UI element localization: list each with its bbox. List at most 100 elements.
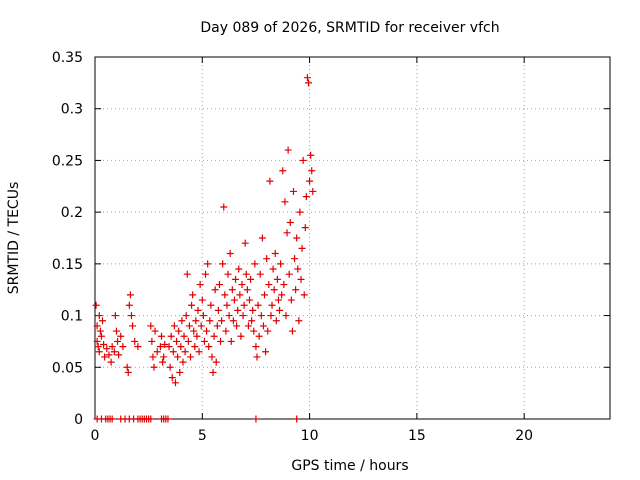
data-point bbox=[192, 317, 200, 325]
data-point bbox=[230, 296, 238, 304]
data-point bbox=[220, 203, 228, 211]
data-point bbox=[189, 291, 197, 299]
data-point bbox=[126, 291, 134, 299]
data-point bbox=[293, 415, 301, 423]
data-point bbox=[265, 281, 273, 289]
data-point bbox=[101, 353, 109, 361]
data-point bbox=[124, 368, 132, 376]
data-point bbox=[300, 291, 308, 299]
data-point bbox=[284, 146, 292, 154]
data-point bbox=[114, 337, 122, 345]
data-point bbox=[170, 322, 178, 330]
data-point bbox=[180, 332, 188, 340]
data-point bbox=[232, 275, 240, 283]
data-point bbox=[108, 343, 116, 351]
data-point bbox=[307, 151, 315, 159]
data-point bbox=[229, 317, 237, 325]
data-point bbox=[167, 332, 175, 340]
data-point bbox=[303, 74, 311, 82]
data-point bbox=[244, 322, 252, 330]
data-point bbox=[194, 306, 202, 314]
data-point bbox=[214, 306, 222, 314]
data-point bbox=[93, 337, 101, 345]
x-tick-label: 10 bbox=[301, 428, 319, 444]
data-point bbox=[174, 353, 182, 361]
data-point bbox=[156, 343, 164, 351]
data-point bbox=[256, 270, 264, 278]
data-point bbox=[202, 270, 210, 278]
data-point bbox=[262, 348, 270, 356]
data-point bbox=[198, 296, 206, 304]
y-tick-label: 0.05 bbox=[52, 360, 83, 376]
data-point bbox=[190, 327, 198, 335]
data-point bbox=[188, 301, 196, 309]
data-point bbox=[282, 312, 290, 320]
data-point bbox=[281, 198, 289, 206]
data-point bbox=[273, 275, 281, 283]
data-point bbox=[173, 337, 181, 345]
data-point bbox=[185, 322, 193, 330]
data-point bbox=[117, 332, 125, 340]
data-point bbox=[97, 332, 105, 340]
data-point bbox=[223, 301, 231, 309]
data-point bbox=[184, 337, 192, 345]
data-point bbox=[95, 312, 103, 320]
data-point bbox=[296, 208, 304, 216]
chart-title: Day 089 of 2026, SRMTID for receiver vfc… bbox=[200, 20, 499, 36]
data-point bbox=[279, 167, 287, 175]
data-point bbox=[291, 255, 299, 263]
y-tick-label: 0.25 bbox=[52, 153, 83, 169]
data-point bbox=[280, 281, 288, 289]
data-point bbox=[294, 265, 302, 273]
y-tick-label: 0.35 bbox=[52, 50, 83, 66]
data-point bbox=[293, 234, 301, 242]
x-tick-label: 5 bbox=[198, 428, 207, 444]
data-point bbox=[238, 281, 246, 289]
data-point bbox=[153, 348, 161, 356]
data-point bbox=[213, 322, 221, 330]
data-point bbox=[171, 379, 179, 387]
data-point bbox=[95, 348, 103, 356]
data-point bbox=[161, 341, 169, 349]
data-point bbox=[208, 353, 216, 361]
data-point bbox=[158, 332, 166, 340]
data-point bbox=[253, 353, 261, 361]
data-point bbox=[267, 312, 275, 320]
data-point bbox=[217, 337, 225, 345]
data-point bbox=[211, 286, 219, 294]
data-point bbox=[147, 322, 155, 330]
data-point bbox=[285, 270, 293, 278]
data-point bbox=[242, 270, 250, 278]
data-point bbox=[204, 260, 212, 268]
data-point bbox=[178, 317, 186, 325]
data-point bbox=[306, 177, 314, 185]
data-point bbox=[166, 363, 174, 371]
data-point bbox=[165, 343, 173, 351]
data-point bbox=[200, 337, 208, 345]
y-tick-label: 0.1 bbox=[61, 309, 83, 325]
data-point bbox=[224, 270, 232, 278]
data-point bbox=[195, 348, 203, 356]
data-point bbox=[205, 343, 213, 351]
y-tick-label: 0.3 bbox=[61, 102, 83, 118]
data-point bbox=[160, 353, 168, 361]
data-point bbox=[191, 343, 199, 351]
data-point bbox=[168, 374, 176, 382]
data-point bbox=[276, 306, 284, 314]
data-point bbox=[259, 322, 267, 330]
data-point bbox=[254, 301, 262, 309]
data-point bbox=[286, 218, 294, 226]
data-point bbox=[222, 327, 230, 335]
data-point bbox=[302, 193, 310, 201]
data-point bbox=[226, 250, 234, 258]
data-point bbox=[249, 306, 257, 314]
data-point bbox=[127, 312, 135, 320]
data-point bbox=[243, 286, 251, 294]
data-point bbox=[94, 343, 102, 351]
y-tick-label: 0.2 bbox=[61, 205, 83, 221]
data-point bbox=[250, 327, 258, 335]
data-point bbox=[268, 301, 276, 309]
data-point bbox=[288, 327, 296, 335]
data-point bbox=[271, 250, 279, 258]
